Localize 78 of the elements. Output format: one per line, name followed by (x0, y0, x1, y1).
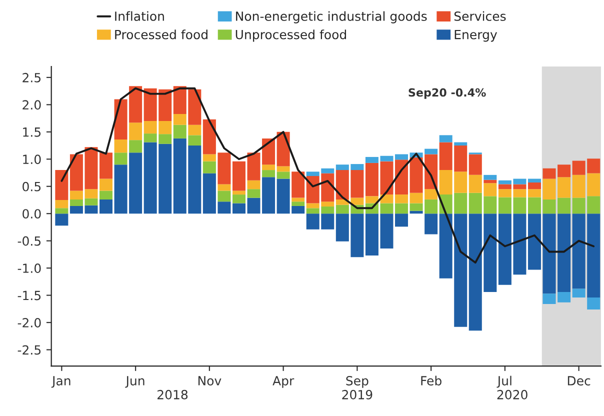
x-tick-label: Jan (51, 376, 70, 388)
x-tick-label: Feb (421, 376, 442, 386)
x-tick-label: Sep (346, 376, 368, 388)
text: 2020 (497, 390, 528, 400)
bar (528, 197, 541, 214)
bar (528, 182, 541, 190)
bar (528, 214, 541, 270)
annotation: Sep20 -0.4% (408, 88, 486, 99)
bar (232, 203, 246, 214)
bar (454, 142, 468, 146)
x-tick-label: Dec (568, 376, 590, 386)
bar (173, 114, 186, 125)
y-tick-label: -1.5 (18, 290, 41, 300)
bar (218, 190, 231, 202)
bar (100, 199, 113, 214)
bar (100, 152, 113, 179)
bar (292, 198, 305, 202)
bar (276, 172, 290, 179)
bar (587, 297, 600, 310)
y-tick-label: 1.0 (23, 154, 41, 164)
bar (232, 161, 246, 191)
bar (424, 214, 438, 234)
x-tick-label: Jul (496, 376, 512, 388)
legend-label: Energy (454, 30, 498, 42)
bar (484, 180, 497, 184)
legend-label: Non-energetic industrial goods (236, 11, 427, 24)
bar (100, 190, 113, 200)
x-tick-label: Nov (198, 376, 222, 386)
bar (439, 135, 452, 142)
bar (55, 214, 68, 226)
y-tick-label: 0.0 (22, 209, 41, 219)
bar (528, 178, 541, 183)
bar (262, 170, 276, 178)
bar (218, 184, 231, 191)
y-tick-label: 2.0 (22, 100, 41, 110)
bar (292, 172, 305, 198)
bar (202, 161, 216, 174)
bar (468, 154, 482, 175)
bar (395, 160, 408, 195)
bar (55, 170, 68, 200)
bar (410, 210, 423, 214)
y-tick-label: -0.5 (18, 236, 41, 246)
bar (202, 154, 216, 162)
bar (114, 152, 128, 165)
bar (572, 288, 586, 298)
bar (232, 190, 246, 195)
y-tick-label: -1.0 (18, 264, 41, 273)
bar (395, 154, 408, 160)
y-tick-label: 2.5 (22, 72, 41, 82)
bar (292, 202, 305, 206)
bar (276, 166, 290, 172)
bar (395, 203, 408, 214)
y-tick-label: -2.5 (18, 345, 41, 355)
x-tick-label: Jun (125, 376, 144, 388)
bar (247, 189, 260, 198)
bar (247, 180, 260, 190)
bar (55, 200, 68, 208)
bar (484, 174, 497, 180)
bar (262, 164, 276, 170)
y-tick-label: 0.5 (22, 182, 41, 192)
x-tick-label: Apr (272, 376, 294, 388)
legend-label: Processed food (115, 30, 208, 40)
text: 2018 (158, 390, 188, 400)
legend-label: Unprocessed food (236, 30, 346, 42)
bar (395, 194, 408, 204)
line-series (60, 87, 595, 264)
bar (528, 189, 541, 198)
bar (100, 178, 113, 191)
y-tick-label: -2.0 (18, 318, 41, 328)
legend-label: Services (454, 11, 506, 21)
text: 2019 (342, 390, 372, 400)
bar (188, 124, 202, 136)
y-tick-label: 1.5 (23, 128, 41, 137)
bar (129, 140, 142, 153)
bar (232, 194, 246, 204)
bar (395, 214, 408, 227)
bar (55, 208, 68, 214)
legend-label: Inflation (115, 11, 164, 21)
